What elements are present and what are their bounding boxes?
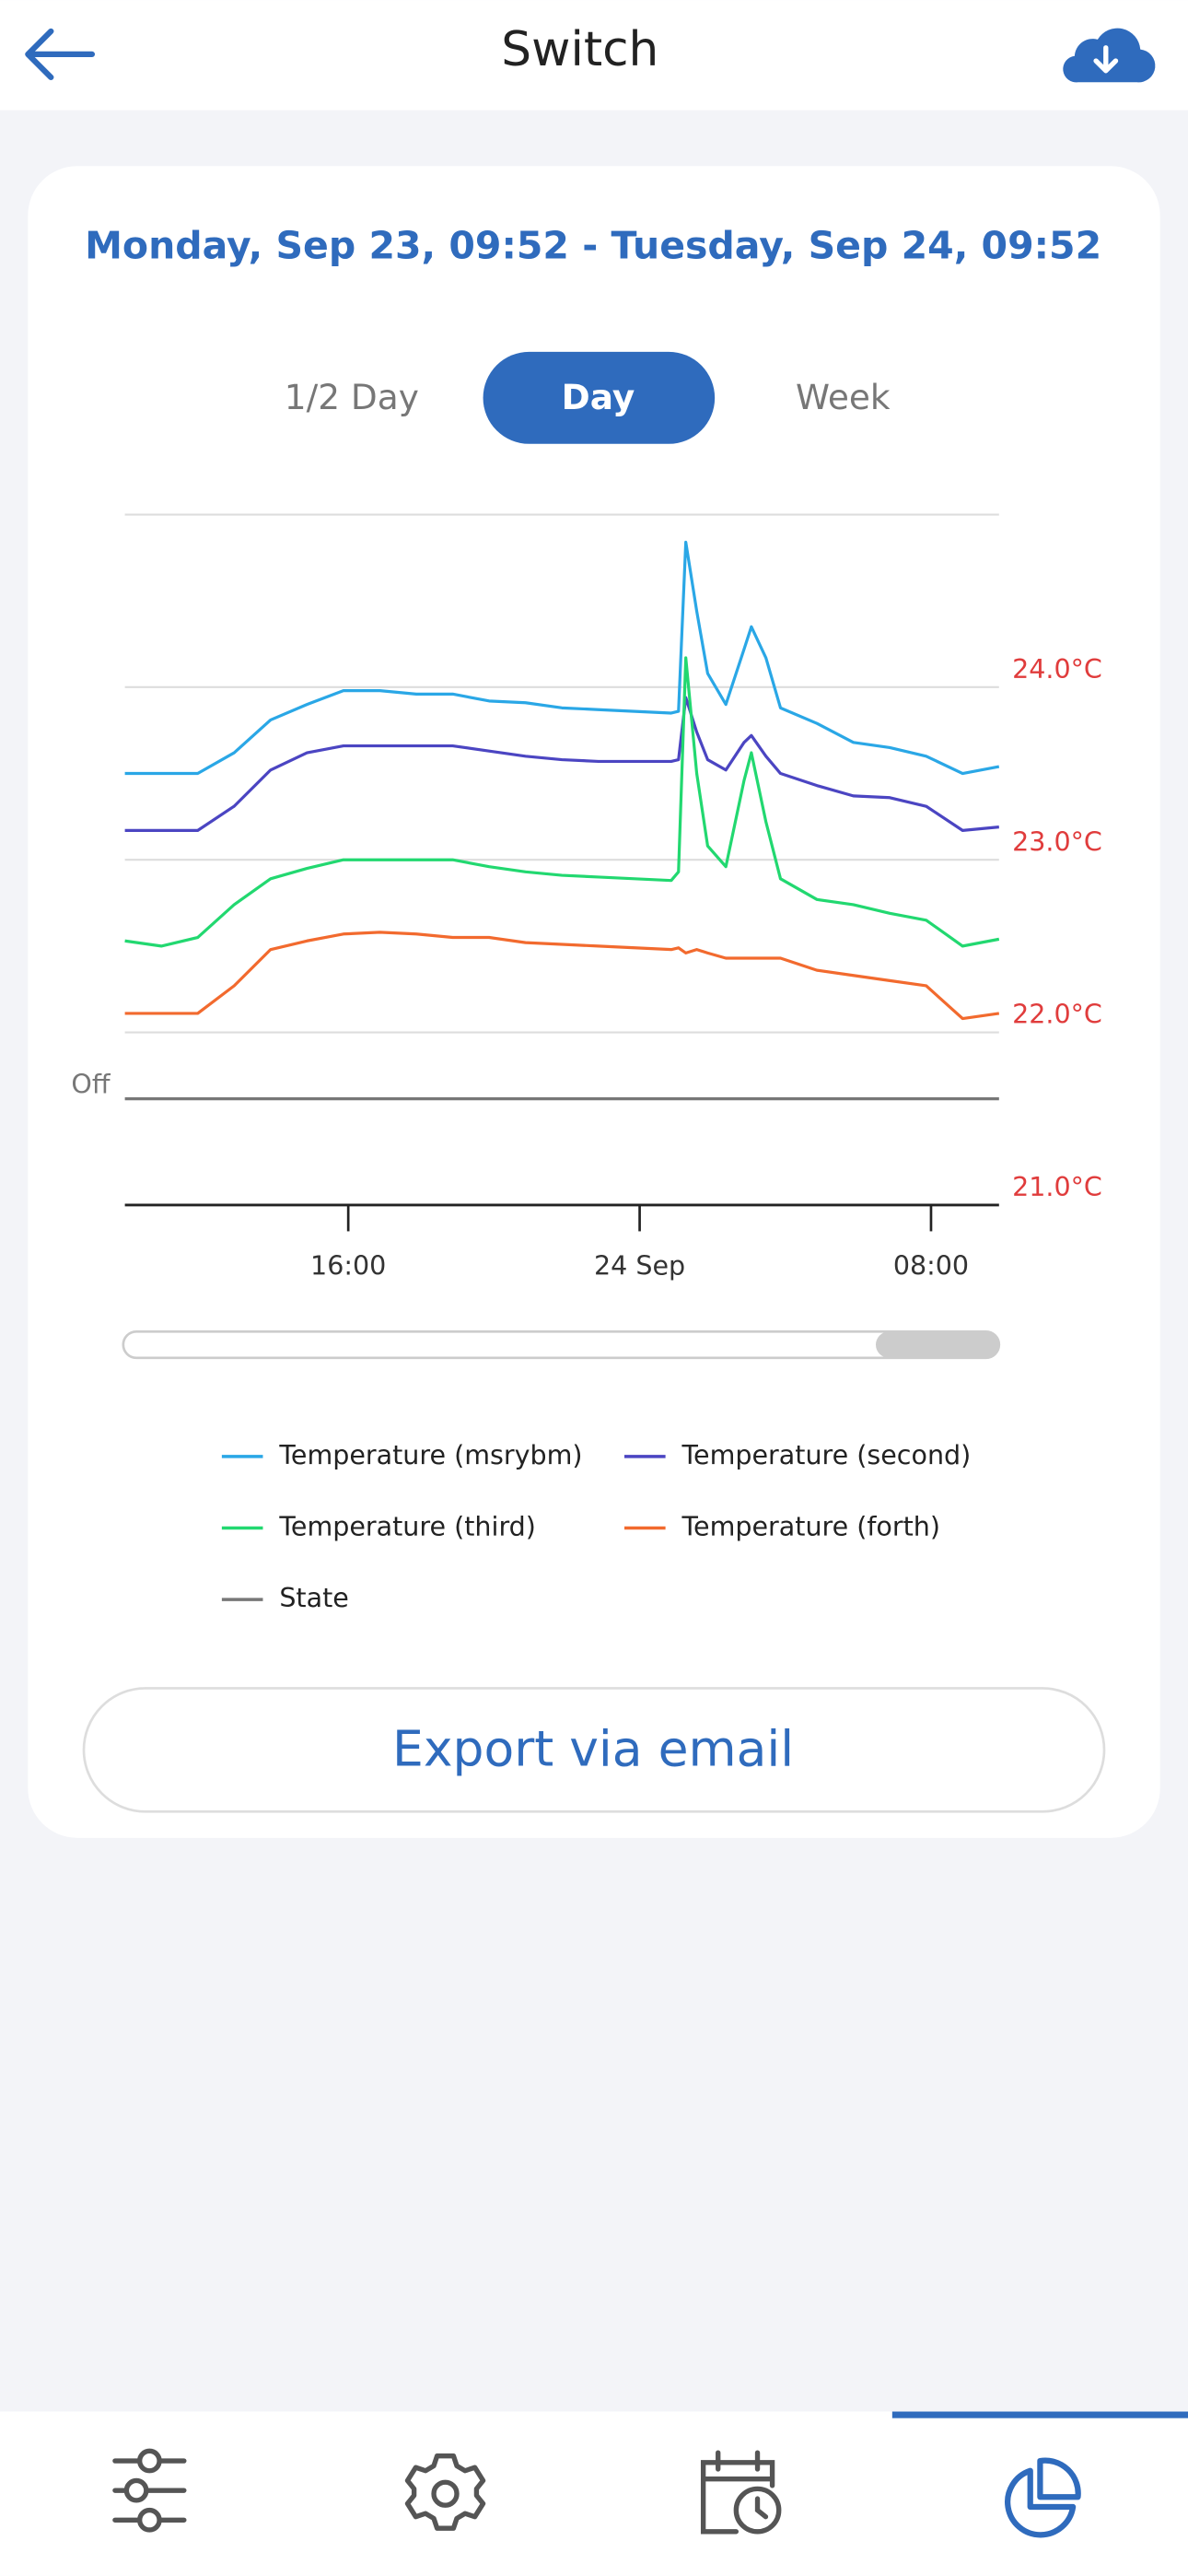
nav-statistics[interactable] (1005, 2457, 1081, 2538)
legend-label: Temperature (forth) (681, 1511, 940, 1541)
tab[interactable]: Day (562, 377, 635, 417)
y2-tick-label: Off (71, 1069, 111, 1099)
y-tick-label: 21.0°C (1012, 1172, 1102, 1202)
tab[interactable]: 1/2 Day (285, 377, 419, 417)
nav-settings[interactable] (404, 2453, 486, 2531)
tab-selected[interactable] (483, 351, 716, 444)
y-tick-label: 22.0°C (1012, 1000, 1102, 1030)
x-tick-label: 08:00 (893, 1251, 969, 1282)
series-line (124, 931, 1000, 1021)
legend-label: Temperature (third) (278, 1511, 536, 1541)
export-label: Export via email (392, 1720, 794, 1778)
export-button[interactable]: Export via email (82, 1687, 1106, 1813)
legend-label: Temperature (msrybm) (278, 1440, 582, 1470)
x-tick-label: 24 Sep (594, 1251, 685, 1282)
back-button[interactable] (25, 28, 96, 81)
chart: 21.0°C 22.0°C 23.0°C 24.0°C Off 16:00 24 Sep 08… (71, 513, 1102, 1282)
header (0, 0, 1188, 111)
legend: Temperature (msrybm) Temperature (second)… (221, 1440, 971, 1613)
card (28, 166, 1160, 1838)
series-line (124, 656, 1000, 948)
y-tick-label: 24.0°C (1012, 654, 1102, 685)
tabs: 1/2 Day Day Week (285, 351, 891, 444)
nav-schedule[interactable] (700, 2450, 782, 2535)
series-line (124, 696, 999, 832)
scrollbar-thumb[interactable] (875, 1331, 999, 1358)
y-tick-label: 23.0°C (1012, 826, 1102, 857)
screen-title: Switch (501, 22, 658, 77)
download-button[interactable] (1063, 28, 1156, 83)
legend-label: Temperature (second) (681, 1440, 971, 1470)
tab[interactable]: Week (796, 377, 891, 417)
scrollbar-track[interactable] (122, 1329, 1001, 1360)
nav-indicator (891, 2411, 1188, 2418)
x-tick-label: 16:00 (310, 1251, 386, 1282)
series-line (124, 540, 1000, 776)
date-range: Monday, Sep 23, 09:52 - Tuesday, Sep 24,… (85, 223, 1101, 267)
bottom-nav (0, 2411, 1188, 2576)
nav-controls[interactable] (112, 2448, 187, 2533)
legend-label: State (279, 1583, 349, 1613)
